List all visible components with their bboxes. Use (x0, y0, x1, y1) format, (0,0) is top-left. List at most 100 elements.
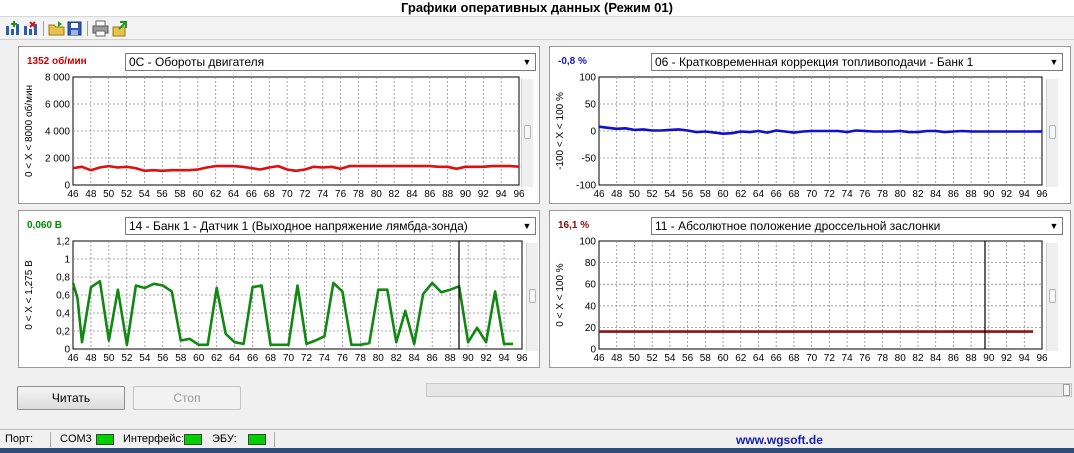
x-tick-label: 46 (593, 353, 605, 364)
y-tick-label: 0,4 (56, 309, 70, 320)
x-tick-label: 56 (157, 353, 169, 364)
series-line (71, 279, 513, 347)
scrollbar-thumb[interactable] (529, 289, 536, 303)
x-tick-label: 78 (877, 189, 889, 200)
x-tick-label: 70 (282, 189, 294, 200)
x-tick-label: 68 (264, 189, 276, 200)
x-tick-label: 68 (788, 189, 800, 200)
export-icon[interactable] (112, 20, 129, 37)
x-tick-label: 96 (1036, 189, 1048, 200)
x-tick-label: 86 (948, 353, 960, 364)
toolbar-separator (87, 21, 88, 36)
vertical-scrollbar[interactable] (1046, 243, 1058, 351)
x-tick-label: 88 (966, 353, 978, 364)
x-tick-label: 74 (842, 189, 854, 200)
x-tick-label: 96 (1036, 353, 1048, 364)
x-tick-label: 56 (682, 353, 694, 364)
y-tick-label: 0 (64, 181, 70, 192)
x-tick-label: 94 (498, 353, 510, 364)
y-axis-label: -100 < X < 100 % (555, 92, 566, 170)
interface-status-led (184, 434, 202, 445)
open-folder-icon[interactable] (48, 20, 65, 37)
x-tick-label: 48 (611, 189, 623, 200)
x-tick-label: 92 (481, 353, 493, 364)
x-tick-label: 76 (859, 353, 871, 364)
time-scrollbar[interactable] (426, 383, 1072, 397)
chart-panel-fuel-trim: -0,8 % 06 - Кратковременная коррекция то… (549, 46, 1071, 204)
x-tick-label: 92 (478, 189, 490, 200)
x-tick-label: 58 (174, 189, 186, 200)
read-button[interactable]: Читать (17, 386, 125, 410)
x-tick-label: 76 (859, 189, 871, 200)
scrollbar-thumb[interactable] (1049, 125, 1056, 139)
y-tick-label: 0,8 (56, 273, 70, 284)
chart-panel-throttle: 16,1 % 11 - Абсолютное положение дроссел… (549, 210, 1071, 368)
vertical-scrollbar[interactable] (526, 243, 538, 351)
x-tick-label: 72 (301, 353, 313, 364)
taskbar-strip (0, 448, 1074, 453)
stop-button[interactable]: Стоп (133, 386, 241, 410)
parameter-selector[interactable]: 06 - Кратковременная коррекция топливопо… (651, 53, 1063, 71)
y-tick-label: 80 (585, 258, 597, 269)
x-tick-label: 60 (717, 189, 729, 200)
x-tick-label: 88 (442, 189, 454, 200)
x-tick-label: 50 (103, 189, 115, 200)
website-link[interactable]: www.wgsoft.de (736, 433, 823, 447)
x-tick-label: 74 (319, 353, 331, 364)
x-tick-label: 74 (842, 353, 854, 364)
print-icon[interactable] (92, 20, 109, 37)
y-tick-label: 1 (64, 255, 70, 266)
vertical-scrollbar[interactable] (1046, 79, 1058, 187)
current-value: 0,060 В (27, 220, 63, 231)
add-graph-icon[interactable] (4, 20, 21, 37)
y-tick-label: 0,2 (56, 327, 70, 338)
chevron-down-icon: ▼ (1049, 57, 1059, 67)
x-tick-label: 82 (912, 353, 924, 364)
scrollbar-thumb[interactable] (1063, 384, 1070, 396)
status-divider (50, 432, 51, 447)
scrollbar-thumb[interactable] (524, 125, 531, 139)
x-tick-label: 90 (983, 189, 995, 200)
x-tick-label: 92 (1001, 353, 1013, 364)
x-tick-label: 86 (427, 353, 439, 364)
x-tick-label: 64 (228, 189, 240, 200)
y-tick-label: 1,2 (56, 237, 70, 248)
save-disk-icon[interactable] (66, 20, 83, 37)
x-tick-label: 54 (664, 189, 676, 200)
interface-label: Интерфейс: (123, 433, 184, 445)
x-tick-label: 52 (647, 189, 659, 200)
y-tick-label: 20 (585, 323, 597, 334)
throttle-chart: 46 48 50 52 54 56 58 60 62 64 66 68 70 72 74 76 78 80 82 84… (555, 237, 1048, 365)
parameter-selector[interactable]: 14 - Банк 1 - Датчик 1 (Выходное напряже… (125, 217, 536, 235)
chevron-down-icon: ▼ (1049, 221, 1059, 231)
remove-graph-icon[interactable] (22, 20, 39, 37)
y-tick-label: -50 (582, 154, 597, 165)
chevron-down-icon: ▼ (522, 57, 532, 67)
y-axis-label: 0 < X < 8000 об/мин (23, 85, 35, 177)
parameter-selector[interactable]: 0C - Обороты двигателя ▼ (125, 53, 536, 71)
x-tick-label: 78 (877, 353, 889, 364)
x-tick-label: 62 (735, 353, 747, 364)
x-tick-label: 80 (895, 189, 907, 200)
x-tick-label: 52 (647, 353, 659, 364)
x-tick-label: 78 (355, 353, 367, 364)
selector-label: 0C - Обороты двигателя (129, 55, 265, 69)
y-tick-label: 2 000 (45, 154, 70, 165)
x-tick-label: 94 (1019, 353, 1031, 364)
x-tick-label: 94 (1019, 189, 1031, 200)
x-tick-label: 96 (513, 189, 525, 200)
vertical-scrollbar[interactable] (521, 79, 533, 187)
x-tick-label: 84 (930, 353, 942, 364)
x-tick-label: 70 (283, 353, 295, 364)
ecu-label: ЭБУ: (212, 433, 237, 445)
parameter-selector[interactable]: 11 - Абсолютное положение дроссельной за… (651, 217, 1063, 235)
x-tick-label: 48 (85, 353, 97, 364)
scrollbar-thumb[interactable] (1049, 289, 1056, 303)
toolbar-separator (43, 21, 44, 36)
x-tick-label: 48 (611, 353, 623, 364)
chart-panel-rpm: 1352 об/мин 0C - Обороты двигателя ▼ 46 4… (18, 46, 540, 204)
x-tick-label: 46 (593, 189, 605, 200)
rpm-chart: 46 48 50 52 54 56 58 60 62 64 66 68 70 72 74 76 78 80 82 84… (23, 73, 525, 201)
port-status-led (96, 434, 114, 445)
y-tick-label: 60 (585, 280, 597, 291)
